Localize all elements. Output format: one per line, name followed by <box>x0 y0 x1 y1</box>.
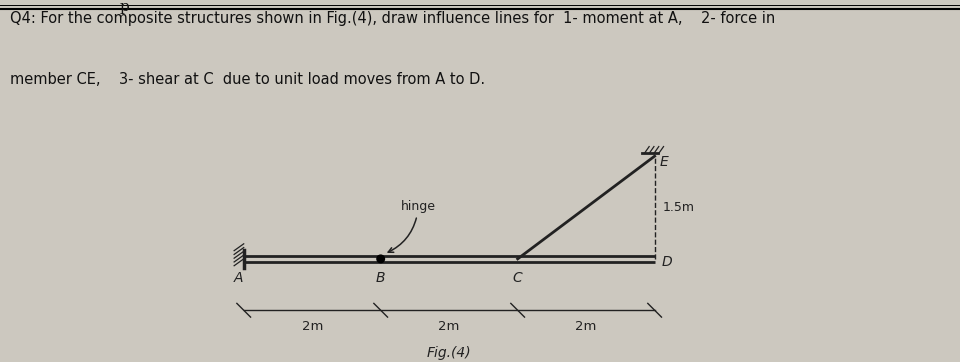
Text: E: E <box>660 155 669 169</box>
Text: D: D <box>661 255 672 269</box>
Text: Q4: For the composite structures shown in Fig.(4), draw influence lines for  1- : Q4: For the composite structures shown i… <box>10 11 775 26</box>
Text: 2m: 2m <box>301 320 323 333</box>
Text: 2m: 2m <box>439 320 460 333</box>
Circle shape <box>377 255 384 263</box>
Text: B: B <box>376 270 386 285</box>
Text: C: C <box>513 270 522 285</box>
Text: p: p <box>120 0 130 14</box>
Text: 2m: 2m <box>575 320 597 333</box>
Text: 1.5m: 1.5m <box>662 201 695 214</box>
Text: hinge: hinge <box>388 199 436 252</box>
Text: Fig.(4): Fig.(4) <box>427 346 471 360</box>
Text: member CE,    3- shear at C  due to unit load moves from A to D.: member CE, 3- shear at C due to unit loa… <box>10 72 485 87</box>
Text: A: A <box>233 270 243 285</box>
